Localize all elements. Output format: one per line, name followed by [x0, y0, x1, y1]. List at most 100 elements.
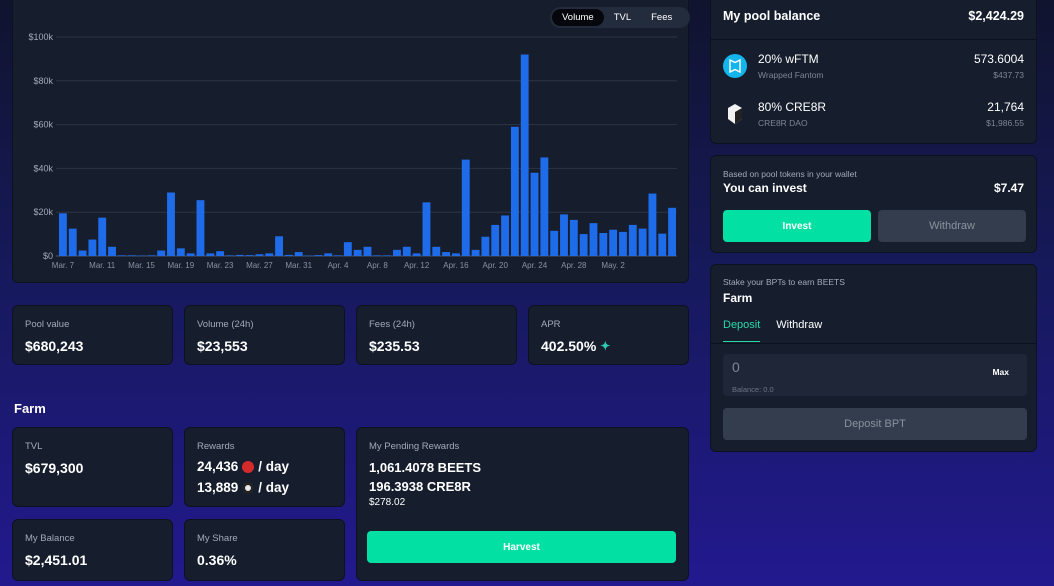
- my-balance-card: My Balance $2,451.01: [12, 519, 173, 581]
- x-tick-label: May. 2: [601, 261, 625, 270]
- tabs-divider: [711, 343, 1036, 344]
- my-balance-label: My Balance: [25, 533, 75, 544]
- y-tick-label: $100k: [28, 32, 53, 42]
- bar: [235, 254, 244, 256]
- x-tick-label: Mar. 31: [285, 261, 312, 270]
- y-tick-label: $80k: [33, 76, 53, 86]
- bar: [599, 233, 608, 256]
- beets-token-icon: [242, 460, 255, 473]
- wftm-amounts: 573.6004 $437.73: [974, 52, 1024, 80]
- divider: [711, 39, 1036, 40]
- withdraw-button[interactable]: Withdraw: [878, 210, 1026, 242]
- invest-amount: $7.47: [993, 181, 1024, 195]
- token-row-cre8r: 80% CRE8R CRE8R DAO 21,764 $1,986.55: [723, 100, 1024, 128]
- my-share-card: My Share 0.36%: [184, 519, 345, 581]
- pool-value-card: Pool value $680,243: [12, 305, 173, 365]
- sparkle-icon[interactable]: ✦: [600, 339, 611, 353]
- bar: [176, 248, 185, 256]
- cre8r-sub: CRE8R DAO: [758, 118, 808, 128]
- invest-card: Based on pool tokens in your wallet You …: [710, 155, 1037, 253]
- deposit-amount-field[interactable]: 0 Balance: 0.0 Max: [723, 354, 1027, 396]
- bar: [108, 246, 116, 256]
- bar: [196, 200, 205, 256]
- y-tick-label: $0: [43, 251, 53, 261]
- deposit-bpt-button[interactable]: Deposit BPT: [723, 408, 1027, 440]
- farm-tvl-value: $679,300: [25, 460, 84, 476]
- rewards-cre8r-amount: 13,889: [197, 480, 239, 495]
- rewards-lines: 24,436 / day 13,889 / day: [197, 459, 289, 495]
- cre8r-amount: 21,764: [987, 100, 1024, 114]
- x-tick-label: Apr. 4: [328, 261, 349, 270]
- invest-button[interactable]: Invest: [723, 210, 871, 242]
- toggle-fees[interactable]: Fees: [651, 12, 673, 23]
- volume-value: $23,553: [197, 338, 248, 354]
- farm-rewards-card: Rewards 24,436 / day 13,889 / day: [184, 427, 345, 507]
- bar: [284, 254, 293, 256]
- bar: [648, 193, 657, 256]
- chart-metric-toggle: Volume TVL Fees: [550, 7, 690, 28]
- toggle-tvl[interactable]: TVL: [613, 12, 632, 23]
- pending-beets: 1,061.4078 BEETS: [369, 460, 482, 475]
- x-tick-label: Apr. 28: [561, 261, 587, 270]
- bar: [294, 252, 303, 256]
- bar: [127, 255, 136, 256]
- bar: [68, 228, 77, 256]
- x-tick-label: Mar. 15: [128, 261, 155, 270]
- pending-rewards-label: My Pending Rewards: [369, 441, 460, 452]
- wftm-amount: 573.6004: [973, 52, 1024, 66]
- x-tick-label: Apr. 20: [483, 261, 509, 270]
- y-tick-label: $20k: [33, 207, 53, 217]
- bar: [314, 255, 323, 256]
- stake-hint: Stake your BPTs to earn BEETS: [723, 277, 845, 287]
- apr-value: 402.50%: [541, 338, 597, 354]
- wftm-name: 20% wFTM: [758, 52, 819, 66]
- deposit-balance-text: Balance: 0.0: [732, 385, 774, 394]
- bar: [216, 251, 225, 256]
- bar: [658, 233, 667, 256]
- bar: [540, 157, 549, 256]
- pool-balance-total: $2,424.29: [968, 9, 1024, 23]
- rewards-line-beets: 24,436 / day: [197, 459, 289, 474]
- bar: [98, 217, 107, 256]
- cre8r-token-icon: [242, 481, 255, 494]
- bar: [393, 249, 401, 256]
- stake-tabs: Deposit Withdraw: [723, 319, 822, 342]
- bar: [383, 255, 392, 256]
- bar: [402, 246, 411, 256]
- max-button[interactable]: Max: [992, 367, 1009, 377]
- bar: [363, 246, 372, 256]
- volume-bar-chart: $0 $20k $40k $60k $80k $100k Mar. 7 Mar. 11 Mar.…: [28, 32, 677, 270]
- my-share-label: My Share: [197, 533, 238, 544]
- invest-title: You can invest: [723, 181, 807, 195]
- x-tick-label: Mar. 7: [52, 261, 75, 270]
- token-row-wftm: 20% wFTM Wrapped Fantom 573.6004 $437.73: [723, 52, 1024, 80]
- bar: [491, 224, 500, 256]
- bar: [432, 246, 441, 256]
- bar: [628, 224, 637, 256]
- bar: [579, 234, 588, 256]
- bar: [609, 229, 618, 256]
- bar: [206, 253, 215, 256]
- bar: [451, 253, 460, 256]
- harvest-button[interactable]: Harvest: [367, 531, 676, 563]
- tab-deposit[interactable]: Deposit: [723, 319, 761, 342]
- bar: [226, 255, 234, 256]
- bar: [520, 54, 529, 256]
- farm-section-title: Farm: [14, 401, 46, 416]
- apr-card: APR 402.50% ✦: [528, 305, 689, 365]
- bar: [324, 253, 333, 256]
- cre8r-usd: $1,986.55: [986, 118, 1024, 128]
- rewards-line-cre8r: 13,889 / day: [197, 480, 289, 495]
- bar: [560, 214, 568, 256]
- rewards-beets-amount: 24,436: [197, 459, 239, 474]
- bar: [638, 228, 647, 256]
- tab-withdraw[interactable]: Withdraw: [776, 319, 823, 331]
- pool-value: $680,243: [25, 338, 84, 354]
- wftm-info: 20% wFTM Wrapped Fantom: [758, 52, 974, 80]
- deposit-amount-input[interactable]: 0: [732, 359, 740, 375]
- rewards-cre8r-unit: / day: [258, 480, 290, 495]
- bar: [343, 242, 352, 256]
- bar: [550, 230, 559, 256]
- toggle-volume[interactable]: Volume: [552, 9, 604, 26]
- bar: [530, 172, 539, 256]
